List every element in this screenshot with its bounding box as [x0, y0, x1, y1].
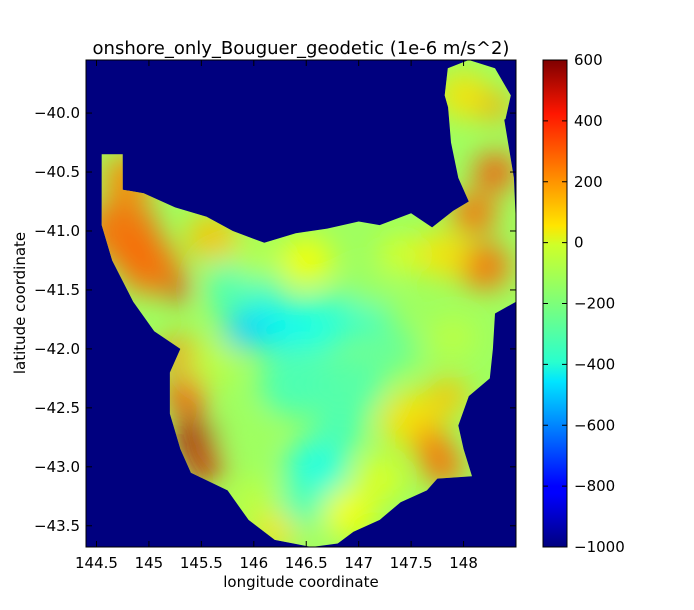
y-tick-label: −43.0	[34, 458, 80, 476]
field-blob	[217, 407, 270, 455]
x-tick-label: 145.5	[180, 554, 223, 572]
field-blob	[259, 351, 333, 418]
x-tick-label: 148	[449, 554, 478, 572]
field-blob	[222, 312, 265, 351]
field-blob	[458, 242, 511, 290]
field-blob	[232, 241, 275, 280]
field-blob	[348, 271, 391, 309]
field-blob	[426, 377, 469, 415]
field-blob	[322, 490, 375, 538]
colorbar-tick-label: −1000	[574, 538, 625, 556]
y-tick-label: −42.0	[34, 340, 80, 358]
field-blob	[185, 337, 239, 385]
y-tick-label: −43.5	[34, 517, 80, 535]
field-blob	[280, 236, 333, 285]
colorbar-ticks: 600 400 200 0 −200 −400 −600 −800 −1000	[543, 51, 625, 556]
colorbar-tick-label: −200	[574, 295, 615, 313]
x-tick-label: 147.5	[390, 554, 433, 572]
x-tick-label: 146	[239, 554, 268, 572]
x-tick-label: 146.5	[285, 554, 328, 572]
field-blob	[363, 325, 417, 373]
colorbar-tick-label: 600	[574, 51, 603, 69]
colorbar-tick-label: −600	[574, 416, 615, 434]
y-tick-label: −40.5	[34, 163, 80, 181]
y-tick-label: −41.5	[34, 281, 80, 299]
field-blob	[311, 351, 385, 418]
axes-frame	[85, 59, 517, 548]
field-blob	[311, 407, 364, 455]
x-tick-label: 144.5	[75, 554, 118, 572]
field-blob	[280, 478, 333, 526]
y-tick-label: −40.0	[34, 104, 80, 122]
x-axis-label: longitude coordinate	[223, 573, 378, 591]
colorbar-tick-label: 400	[574, 112, 603, 130]
field-blob	[479, 93, 511, 122]
y-tick-label: −41.0	[34, 222, 80, 240]
x-tick-label: 147	[344, 554, 373, 572]
chart-title: onshore_only_Bouguer_geodetic (1e-6 m/s^…	[93, 38, 510, 59]
field-blob	[437, 71, 490, 119]
field-blob	[413, 426, 451, 461]
colorbar-tick-label: 200	[574, 173, 603, 191]
y-tick-label: −42.5	[34, 399, 80, 417]
field-blob	[430, 316, 477, 358]
colorbar-tick-label: −800	[574, 477, 615, 495]
field-blob	[164, 377, 207, 415]
colorbar-tick-label: −400	[574, 355, 615, 373]
x-axis: 144.5 145 145.5 146 146.5 147 147.5 148	[75, 60, 478, 572]
field-blob	[416, 231, 469, 279]
field-blob	[353, 455, 406, 503]
field-blob	[117, 238, 181, 295]
field-blob	[173, 416, 220, 459]
y-axis-label: latitude coordinate	[11, 232, 29, 374]
field-blob	[379, 235, 422, 274]
x-tick-label: 145	[135, 554, 164, 572]
field-blob	[474, 153, 516, 191]
y-axis: −40.0 −40.5 −41.0 −41.5 −42.0 −42.5 −43.0 −43.5	[34, 104, 516, 535]
colorbar-tick-label: 0	[574, 234, 584, 252]
field-blob	[187, 449, 226, 484]
field-blob	[167, 278, 193, 302]
